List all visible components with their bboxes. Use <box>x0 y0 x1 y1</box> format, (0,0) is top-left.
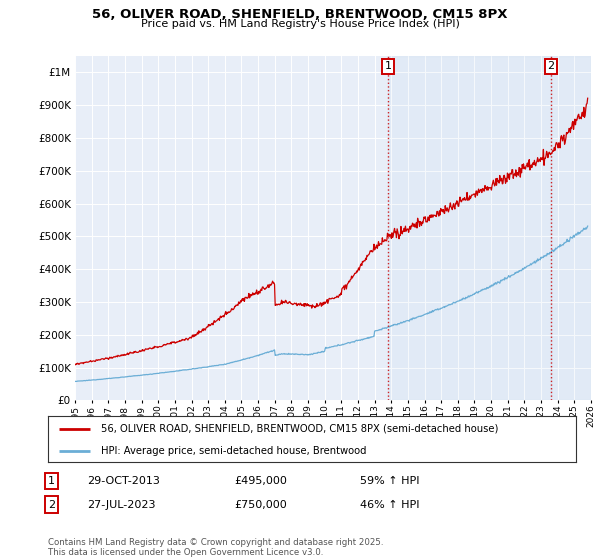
Text: £495,000: £495,000 <box>234 476 287 486</box>
Text: HPI: Average price, semi-detached house, Brentwood: HPI: Average price, semi-detached house,… <box>101 446 366 455</box>
Text: 1: 1 <box>48 476 55 486</box>
Bar <box>388 56 551 400</box>
Text: 56, OLIVER ROAD, SHENFIELD, BRENTWOOD, CM15 8PX (semi-detached house): 56, OLIVER ROAD, SHENFIELD, BRENTWOOD, C… <box>101 424 498 434</box>
Bar <box>551 56 591 400</box>
Text: 46% ↑ HPI: 46% ↑ HPI <box>360 500 419 510</box>
Text: 2: 2 <box>547 61 554 71</box>
Text: 29-OCT-2013: 29-OCT-2013 <box>87 476 160 486</box>
Text: 56, OLIVER ROAD, SHENFIELD, BRENTWOOD, CM15 8PX: 56, OLIVER ROAD, SHENFIELD, BRENTWOOD, C… <box>92 8 508 21</box>
Text: 1: 1 <box>385 61 392 71</box>
Text: Contains HM Land Registry data © Crown copyright and database right 2025.
This d: Contains HM Land Registry data © Crown c… <box>48 538 383 557</box>
Text: £750,000: £750,000 <box>234 500 287 510</box>
Text: 27-JUL-2023: 27-JUL-2023 <box>87 500 155 510</box>
Text: 2: 2 <box>48 500 55 510</box>
Text: Price paid vs. HM Land Registry's House Price Index (HPI): Price paid vs. HM Land Registry's House … <box>140 19 460 29</box>
Text: 59% ↑ HPI: 59% ↑ HPI <box>360 476 419 486</box>
